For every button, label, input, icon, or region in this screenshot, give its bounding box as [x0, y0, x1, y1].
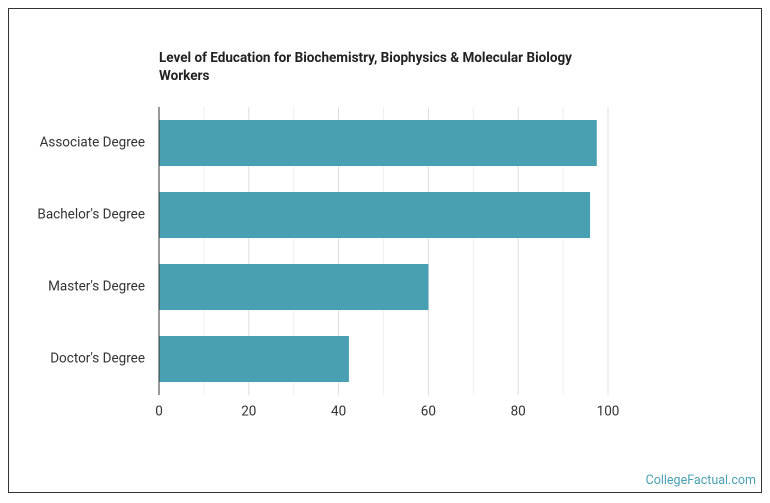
y-tick-label: Associate Degree — [40, 135, 145, 151]
bar — [159, 336, 349, 382]
y-tick-label: Bachelor's Degree — [37, 207, 145, 223]
y-tick-label: Doctor's Degree — [50, 351, 145, 367]
bar — [159, 192, 591, 238]
x-tick-label: 60 — [421, 404, 436, 420]
x-tick-label: 40 — [331, 404, 346, 420]
bar — [159, 120, 597, 166]
chart-title: Level of Education for Biochemistry, Bio… — [159, 50, 572, 84]
x-tick-label: 80 — [511, 404, 526, 420]
y-tick-label: Master's Degree — [48, 279, 145, 295]
source-link[interactable]: CollegeFactual.com — [645, 473, 756, 488]
x-tick-label: 20 — [241, 404, 256, 420]
x-tick-label: 0 — [155, 404, 163, 420]
frame — [8, 8, 762, 493]
x-tick-label: 100 — [597, 404, 620, 420]
bar — [159, 264, 429, 310]
